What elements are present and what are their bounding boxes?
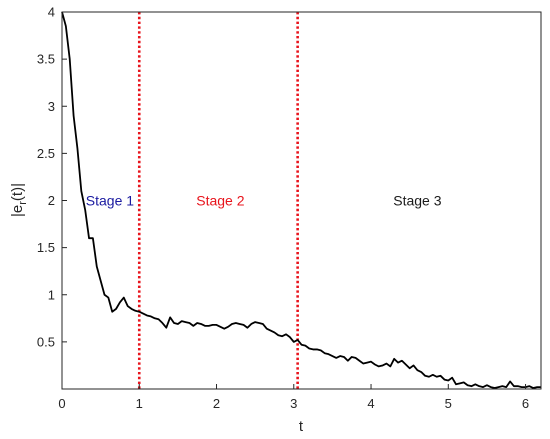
series-line — [61, 11, 541, 389]
x-tick-label: 3 — [290, 396, 297, 411]
series-layer — [61, 11, 541, 389]
y-tick-label: 1.5 — [37, 240, 55, 255]
stage-label-3: Stage 3 — [393, 193, 441, 209]
stage-label-2: Stage 2 — [196, 193, 244, 209]
y-tick-label: 2.5 — [37, 146, 55, 161]
x-tick-label: 4 — [367, 396, 374, 411]
y-tick-label: 2 — [48, 193, 55, 208]
x-tick-label: 2 — [213, 396, 220, 411]
x-tick-label: 6 — [522, 396, 529, 411]
y-tick-label: 3.5 — [37, 52, 55, 67]
x-tick-label: 5 — [445, 396, 452, 411]
y-tick-label: 0.5 — [37, 334, 55, 349]
stage-dividers — [137, 12, 299, 389]
stage-label-1: Stage 1 — [86, 193, 134, 209]
y-tick-label: 3 — [48, 99, 55, 114]
y-tick-label: 4 — [48, 5, 55, 20]
y-axis-title-main: |e — [9, 205, 26, 217]
x-axis-ticks: 0 1 2 3 4 5 6 — [58, 384, 529, 411]
y-axis-ticks: 0.5 1 1.5 2 2.5 3 3.5 4 — [37, 5, 67, 349]
y-axis-title: |er(t)| — [9, 183, 29, 217]
stage-annotations: Stage 1 Stage 2 Stage 3 — [86, 193, 442, 209]
x-tick-label: 1 — [136, 396, 143, 411]
y-tick-label: 1 — [48, 287, 55, 302]
y-axis-title-sub: r — [17, 201, 29, 205]
y-axis-title-tail: (t)| — [9, 183, 26, 201]
x-axis-title: t — [299, 418, 304, 435]
x-tick-label: 0 — [58, 396, 65, 411]
